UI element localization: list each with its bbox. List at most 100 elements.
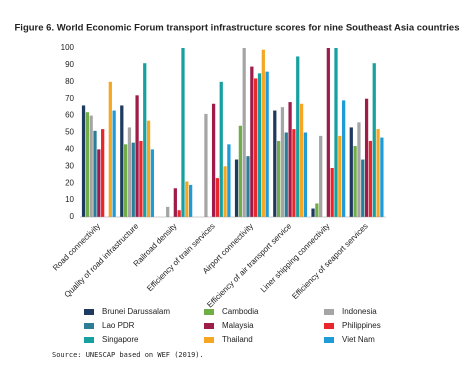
bar [108, 81, 112, 217]
bar [143, 63, 147, 218]
bar [338, 135, 342, 217]
bar [120, 105, 124, 217]
legend-swatch [84, 323, 94, 329]
legend-swatch [84, 309, 94, 315]
bar [135, 95, 139, 217]
bar [261, 49, 265, 217]
bar [112, 110, 116, 217]
y-tick-label: 50 [65, 128, 74, 137]
bar [246, 156, 250, 217]
legend-swatch [324, 323, 334, 329]
legend-label: Singapore [102, 335, 139, 344]
legend-swatch [84, 337, 94, 343]
bar [342, 100, 346, 217]
bar [288, 102, 292, 217]
bar [250, 66, 254, 217]
bar [242, 48, 246, 217]
source: Source: UNESCAP based on WEF (2019). [52, 351, 204, 359]
bar [280, 107, 285, 217]
bar [357, 122, 361, 217]
bar [303, 132, 308, 217]
bar [364, 98, 369, 217]
bar [219, 81, 223, 217]
legend-swatch [204, 337, 214, 343]
bar [334, 48, 338, 217]
bar [227, 144, 231, 217]
bar [185, 181, 189, 217]
legend-swatch [324, 337, 334, 343]
y-tick-label: 80 [65, 77, 74, 86]
bar [81, 105, 86, 217]
bar [173, 188, 177, 217]
bar [265, 71, 269, 217]
legend-label: Lao PDR [102, 321, 135, 330]
bar [273, 110, 277, 217]
bar [254, 78, 258, 217]
legend-label: Viet Nam [342, 335, 375, 344]
bar [299, 103, 304, 217]
x-tick-label: Liner shipping connectivity [259, 222, 332, 295]
bar [97, 149, 101, 217]
bar [101, 129, 105, 217]
bar [181, 48, 185, 217]
y-tick-label: 0 [70, 212, 75, 221]
x-tick-label: Efficiency of train services [145, 222, 217, 294]
bar [319, 135, 323, 217]
y-tick-label: 30 [65, 161, 74, 170]
y-tick-label: 20 [65, 178, 74, 187]
bar [131, 142, 135, 217]
bar [349, 127, 353, 217]
bar [139, 140, 143, 217]
bar [89, 115, 93, 217]
legend-swatch [204, 309, 214, 315]
bar [223, 166, 227, 217]
bar [257, 73, 262, 217]
legend-label: Philippines [342, 321, 381, 330]
bar [85, 112, 89, 217]
bar [292, 129, 296, 217]
y-tick-label: 90 [65, 60, 74, 69]
legend-label: Thailand [222, 335, 253, 344]
bar [150, 149, 155, 217]
bar [330, 167, 334, 217]
chart-title: Figure 6. World Economic Forum transport… [15, 23, 460, 34]
bar [284, 132, 288, 217]
y-tick-label: 10 [65, 195, 74, 204]
bar [127, 127, 132, 217]
legend-label: Indonesia [342, 307, 377, 316]
bar [361, 159, 365, 217]
y-tick-label: 60 [65, 111, 74, 120]
bar [189, 184, 193, 217]
legend-label: Brunei Darussalam [102, 307, 170, 316]
bar [166, 206, 170, 217]
bar [276, 140, 281, 217]
bar [353, 146, 357, 217]
legend-label: Cambodia [222, 307, 259, 316]
bar [376, 129, 380, 217]
bar [326, 48, 330, 217]
bar [146, 120, 151, 217]
bar [311, 208, 315, 217]
bar [238, 125, 242, 217]
y-tick-label: 40 [65, 145, 74, 154]
bar [123, 144, 128, 217]
bar [215, 178, 220, 217]
bar [177, 210, 181, 217]
bar [372, 63, 376, 218]
bar [315, 203, 319, 217]
legend-swatch [324, 309, 334, 315]
y-tick-label: 100 [61, 43, 75, 52]
bar [368, 140, 373, 217]
y-tick-label: 70 [65, 94, 74, 103]
bar [296, 56, 300, 218]
bar [211, 103, 216, 217]
x-tick-label: Quality of road infrastructure [63, 221, 141, 299]
bar [204, 113, 208, 217]
bar [234, 159, 239, 217]
legend-label: Malaysia [222, 321, 254, 330]
bar [380, 137, 384, 217]
legend-swatch [204, 323, 214, 329]
bar [93, 130, 97, 217]
x-tick-label: Efficiency of seaport services [290, 222, 370, 302]
